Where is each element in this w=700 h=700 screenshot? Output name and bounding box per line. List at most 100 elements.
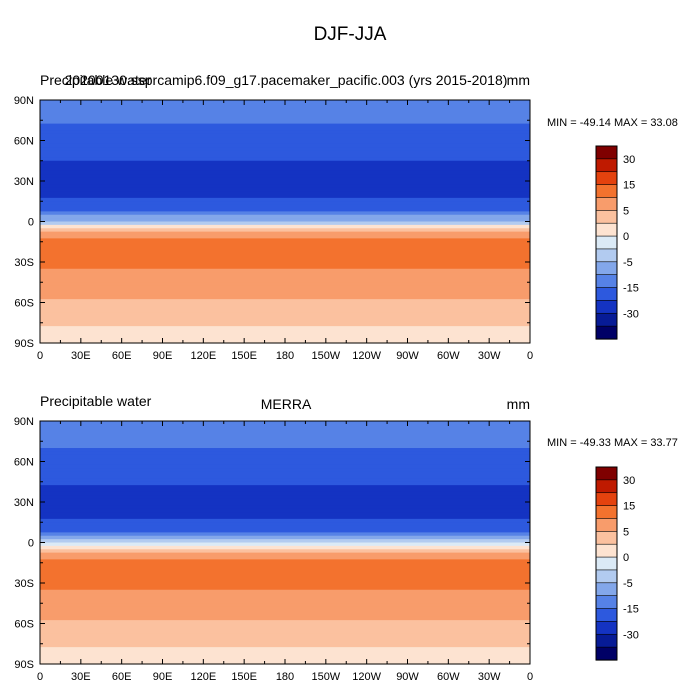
lon-tick-label: 30E bbox=[71, 671, 91, 683]
contour-band bbox=[40, 640, 530, 645]
lat-tick-label: 30S bbox=[14, 578, 34, 590]
colorbar-swatch bbox=[595, 145, 618, 160]
contour-band bbox=[40, 113, 530, 118]
contour-band bbox=[40, 518, 530, 523]
contour-band bbox=[40, 157, 530, 162]
lat-tick-label: 0 bbox=[28, 538, 34, 550]
colorbar-label: -30 bbox=[623, 308, 639, 320]
panel-variable-label: Precipitable water bbox=[40, 393, 152, 409]
contour-band bbox=[40, 278, 530, 283]
colorbar-swatch bbox=[595, 608, 618, 622]
lat-tick-label: 90N bbox=[14, 95, 34, 107]
colorbar-swatch bbox=[595, 235, 618, 250]
contour-band bbox=[40, 448, 530, 452]
contour-band bbox=[40, 603, 530, 608]
contour-band bbox=[40, 633, 530, 638]
colorbar-swatch bbox=[595, 518, 618, 532]
contour-band bbox=[40, 549, 530, 554]
contour-band bbox=[40, 245, 530, 250]
contour-band bbox=[40, 224, 530, 229]
contour-band bbox=[40, 481, 530, 486]
colorbar: 30 15 5 0 -5 -15 -30 bbox=[595, 145, 639, 340]
contour-band bbox=[40, 586, 530, 591]
contour-band bbox=[40, 566, 530, 571]
contour-band bbox=[40, 498, 530, 503]
contour-band bbox=[40, 461, 530, 466]
contour-band bbox=[40, 133, 530, 138]
contour-band bbox=[40, 120, 530, 125]
lon-tick-label: 30W bbox=[478, 671, 501, 683]
contour-band bbox=[40, 231, 530, 236]
contour-band bbox=[40, 241, 530, 246]
lon-tick-label: 120E bbox=[190, 350, 216, 362]
contour-band bbox=[40, 502, 530, 506]
lon-tick-label: 150W bbox=[311, 350, 340, 362]
contour-band bbox=[40, 302, 530, 307]
contour-band bbox=[40, 116, 530, 121]
contour-band bbox=[40, 579, 530, 584]
contour-band bbox=[40, 194, 530, 199]
contour-band bbox=[40, 319, 530, 324]
contour-band bbox=[40, 643, 530, 648]
contour-band bbox=[40, 177, 530, 182]
lon-tick-label: 0 bbox=[37, 671, 43, 683]
contour-band bbox=[40, 529, 530, 533]
colorbar-swatch bbox=[595, 505, 618, 520]
colorbar-swatch bbox=[595, 595, 618, 610]
lon-tick-label: 0 bbox=[527, 350, 533, 362]
contour-band bbox=[40, 238, 530, 243]
contour-band bbox=[40, 464, 530, 469]
colorbar-swatch bbox=[595, 171, 618, 186]
colorbar-swatch bbox=[595, 466, 618, 481]
colorbar-label: 30 bbox=[623, 154, 635, 166]
contour-band bbox=[40, 539, 530, 544]
contour-band bbox=[40, 174, 530, 179]
contour-band bbox=[40, 208, 530, 212]
panel-variable-label: Precipitable water bbox=[40, 72, 152, 88]
lon-tick-label: 120W bbox=[352, 350, 381, 362]
contour-band bbox=[40, 468, 530, 473]
contour-band bbox=[40, 454, 530, 459]
contour-band bbox=[40, 515, 530, 520]
contour-band bbox=[40, 542, 530, 547]
contour-band bbox=[40, 221, 530, 226]
colorbar-swatch bbox=[595, 646, 618, 661]
contour-band bbox=[40, 508, 530, 513]
contour-band bbox=[40, 164, 530, 169]
contour-band bbox=[40, 214, 530, 219]
panel-min-max: MIN = -49.33 MAX = 33.77 bbox=[547, 437, 678, 449]
contour-band bbox=[40, 441, 530, 446]
colorbar-label: -15 bbox=[623, 283, 639, 295]
contour-band bbox=[40, 576, 530, 581]
contour-band bbox=[40, 535, 530, 540]
contour-band bbox=[40, 471, 530, 476]
contour-band bbox=[40, 488, 530, 493]
lon-tick-label: 90E bbox=[153, 671, 173, 683]
lon-tick-label: 30W bbox=[478, 350, 501, 362]
contour-band bbox=[40, 187, 530, 192]
contour-band bbox=[40, 147, 530, 152]
lon-tick-label: 90W bbox=[396, 350, 419, 362]
contour-band bbox=[40, 593, 530, 598]
contour-band bbox=[40, 305, 530, 310]
colorbar-label: 5 bbox=[623, 526, 629, 538]
colorbar-label: -30 bbox=[623, 629, 639, 641]
colorbar-swatch bbox=[595, 633, 618, 648]
contour-band bbox=[40, 424, 530, 429]
contour-band bbox=[40, 427, 530, 432]
colorbar: 30 15 5 0 -5 -15 -30 bbox=[595, 466, 639, 661]
contour-band bbox=[40, 167, 530, 172]
lat-tick-label: 60S bbox=[14, 298, 34, 310]
contour-band bbox=[40, 143, 530, 148]
contour-band bbox=[40, 201, 530, 206]
contour-band bbox=[40, 485, 530, 490]
contour-band bbox=[40, 295, 530, 300]
lon-tick-label: 0 bbox=[527, 671, 533, 683]
panel-min-max: MIN = -49.14 MAX = 33.08 bbox=[547, 117, 678, 129]
colorbar-swatch bbox=[595, 248, 618, 263]
contour-band bbox=[40, 647, 530, 652]
contour-band bbox=[40, 258, 530, 263]
contour-band bbox=[40, 255, 530, 260]
figure-title: DJF-JJA bbox=[314, 24, 387, 45]
colorbar-label: 30 bbox=[623, 475, 635, 487]
